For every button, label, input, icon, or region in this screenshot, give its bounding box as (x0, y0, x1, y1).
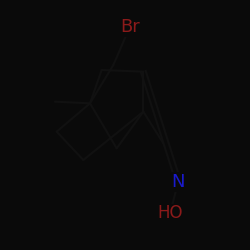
Text: Br: Br (120, 18, 140, 36)
Text: N: N (172, 173, 185, 191)
Text: HO: HO (157, 204, 183, 222)
